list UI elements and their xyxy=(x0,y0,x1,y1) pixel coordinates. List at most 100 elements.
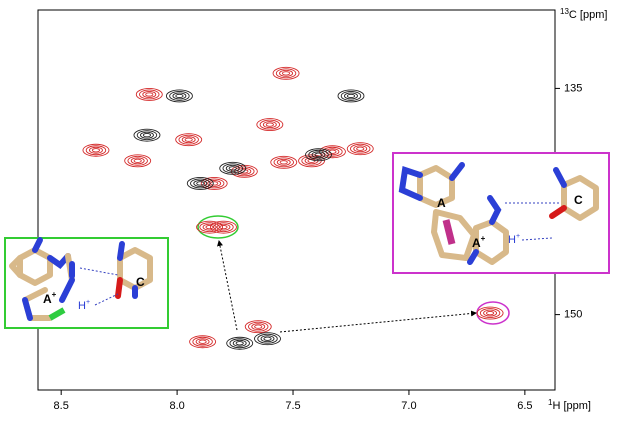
x-tick-label: 7.0 xyxy=(401,400,416,412)
magenta-inset: A A+ H+ C xyxy=(392,152,610,274)
x-tick-label: 6.5 xyxy=(517,400,532,412)
contour xyxy=(142,133,152,138)
contour xyxy=(248,321,269,332)
label-h-plus: H xyxy=(508,234,516,246)
contour xyxy=(195,338,210,346)
contour xyxy=(346,142,374,156)
contour xyxy=(279,69,294,77)
contour xyxy=(226,336,254,350)
label-h-plus-sup: + xyxy=(516,233,520,240)
contour xyxy=(232,339,247,347)
peak xyxy=(219,161,247,175)
contour xyxy=(198,339,207,344)
contour xyxy=(305,148,332,162)
peak xyxy=(254,332,281,346)
contour xyxy=(169,91,190,101)
contour xyxy=(210,181,219,186)
contour xyxy=(344,92,358,100)
peak xyxy=(476,306,504,320)
contour xyxy=(244,320,272,334)
peak xyxy=(175,133,203,147)
contour xyxy=(328,149,337,154)
contour xyxy=(311,151,326,159)
contour xyxy=(172,92,187,100)
contour xyxy=(178,134,199,145)
contour xyxy=(276,158,291,166)
contour xyxy=(350,143,371,154)
highlight-circle xyxy=(476,301,510,325)
contour xyxy=(229,338,250,349)
contour xyxy=(219,161,247,175)
contour xyxy=(314,152,323,157)
contour xyxy=(228,166,237,171)
contour xyxy=(196,181,205,186)
y-tick-label: 135 xyxy=(564,82,582,94)
contour xyxy=(272,66,300,80)
contour xyxy=(181,136,196,144)
contour xyxy=(260,335,275,343)
x-tick-label: 8.0 xyxy=(169,400,184,412)
contour xyxy=(89,146,103,154)
contour xyxy=(199,222,220,233)
peak xyxy=(270,155,298,169)
contour xyxy=(259,119,281,130)
peak xyxy=(337,89,365,103)
contour xyxy=(133,128,161,142)
contour xyxy=(256,118,284,132)
contour xyxy=(308,149,329,160)
label-c: C xyxy=(136,275,145,289)
arrow xyxy=(217,240,238,331)
contour xyxy=(263,336,272,341)
contour xyxy=(281,71,291,76)
contour xyxy=(298,154,326,168)
peak xyxy=(318,145,346,159)
contour xyxy=(136,130,158,141)
contour xyxy=(140,131,154,139)
x-tick-label: 7.5 xyxy=(285,400,300,412)
peak xyxy=(196,220,224,234)
peak xyxy=(189,335,217,349)
contour xyxy=(205,225,214,230)
peak xyxy=(186,176,214,190)
contour xyxy=(202,223,217,231)
contour xyxy=(235,341,244,346)
contour xyxy=(127,155,148,166)
contour xyxy=(139,89,160,100)
contour xyxy=(165,89,193,103)
contour xyxy=(192,336,213,347)
contour xyxy=(133,158,142,163)
svg-text:H+: H+ xyxy=(508,233,520,246)
x-axis-label: 1H [ppm] xyxy=(548,398,591,412)
contour xyxy=(196,220,224,234)
peak xyxy=(200,176,228,190)
contour xyxy=(262,121,277,129)
svg-text:A+: A+ xyxy=(43,290,57,306)
contour xyxy=(485,310,495,316)
contour xyxy=(189,335,217,349)
contour xyxy=(346,93,356,99)
contour xyxy=(322,146,343,157)
label-a-plus-sup: + xyxy=(52,290,57,299)
contour xyxy=(337,89,365,103)
peak xyxy=(346,142,374,156)
peak xyxy=(210,220,237,234)
contour xyxy=(257,333,278,344)
contour xyxy=(237,167,252,175)
contour xyxy=(130,157,145,165)
contour xyxy=(82,143,110,157)
contour xyxy=(254,324,263,329)
contour xyxy=(203,178,225,189)
arrow xyxy=(279,310,477,333)
contour xyxy=(476,306,504,320)
contour xyxy=(356,146,365,151)
contour xyxy=(85,145,107,156)
contour xyxy=(124,154,152,168)
contour xyxy=(207,179,222,187)
y-tick-label: 150 xyxy=(564,309,582,321)
contour xyxy=(216,223,231,231)
contour xyxy=(270,155,298,169)
contour xyxy=(142,90,157,98)
peak xyxy=(256,118,284,132)
svg-text:A+: A+ xyxy=(472,234,486,250)
